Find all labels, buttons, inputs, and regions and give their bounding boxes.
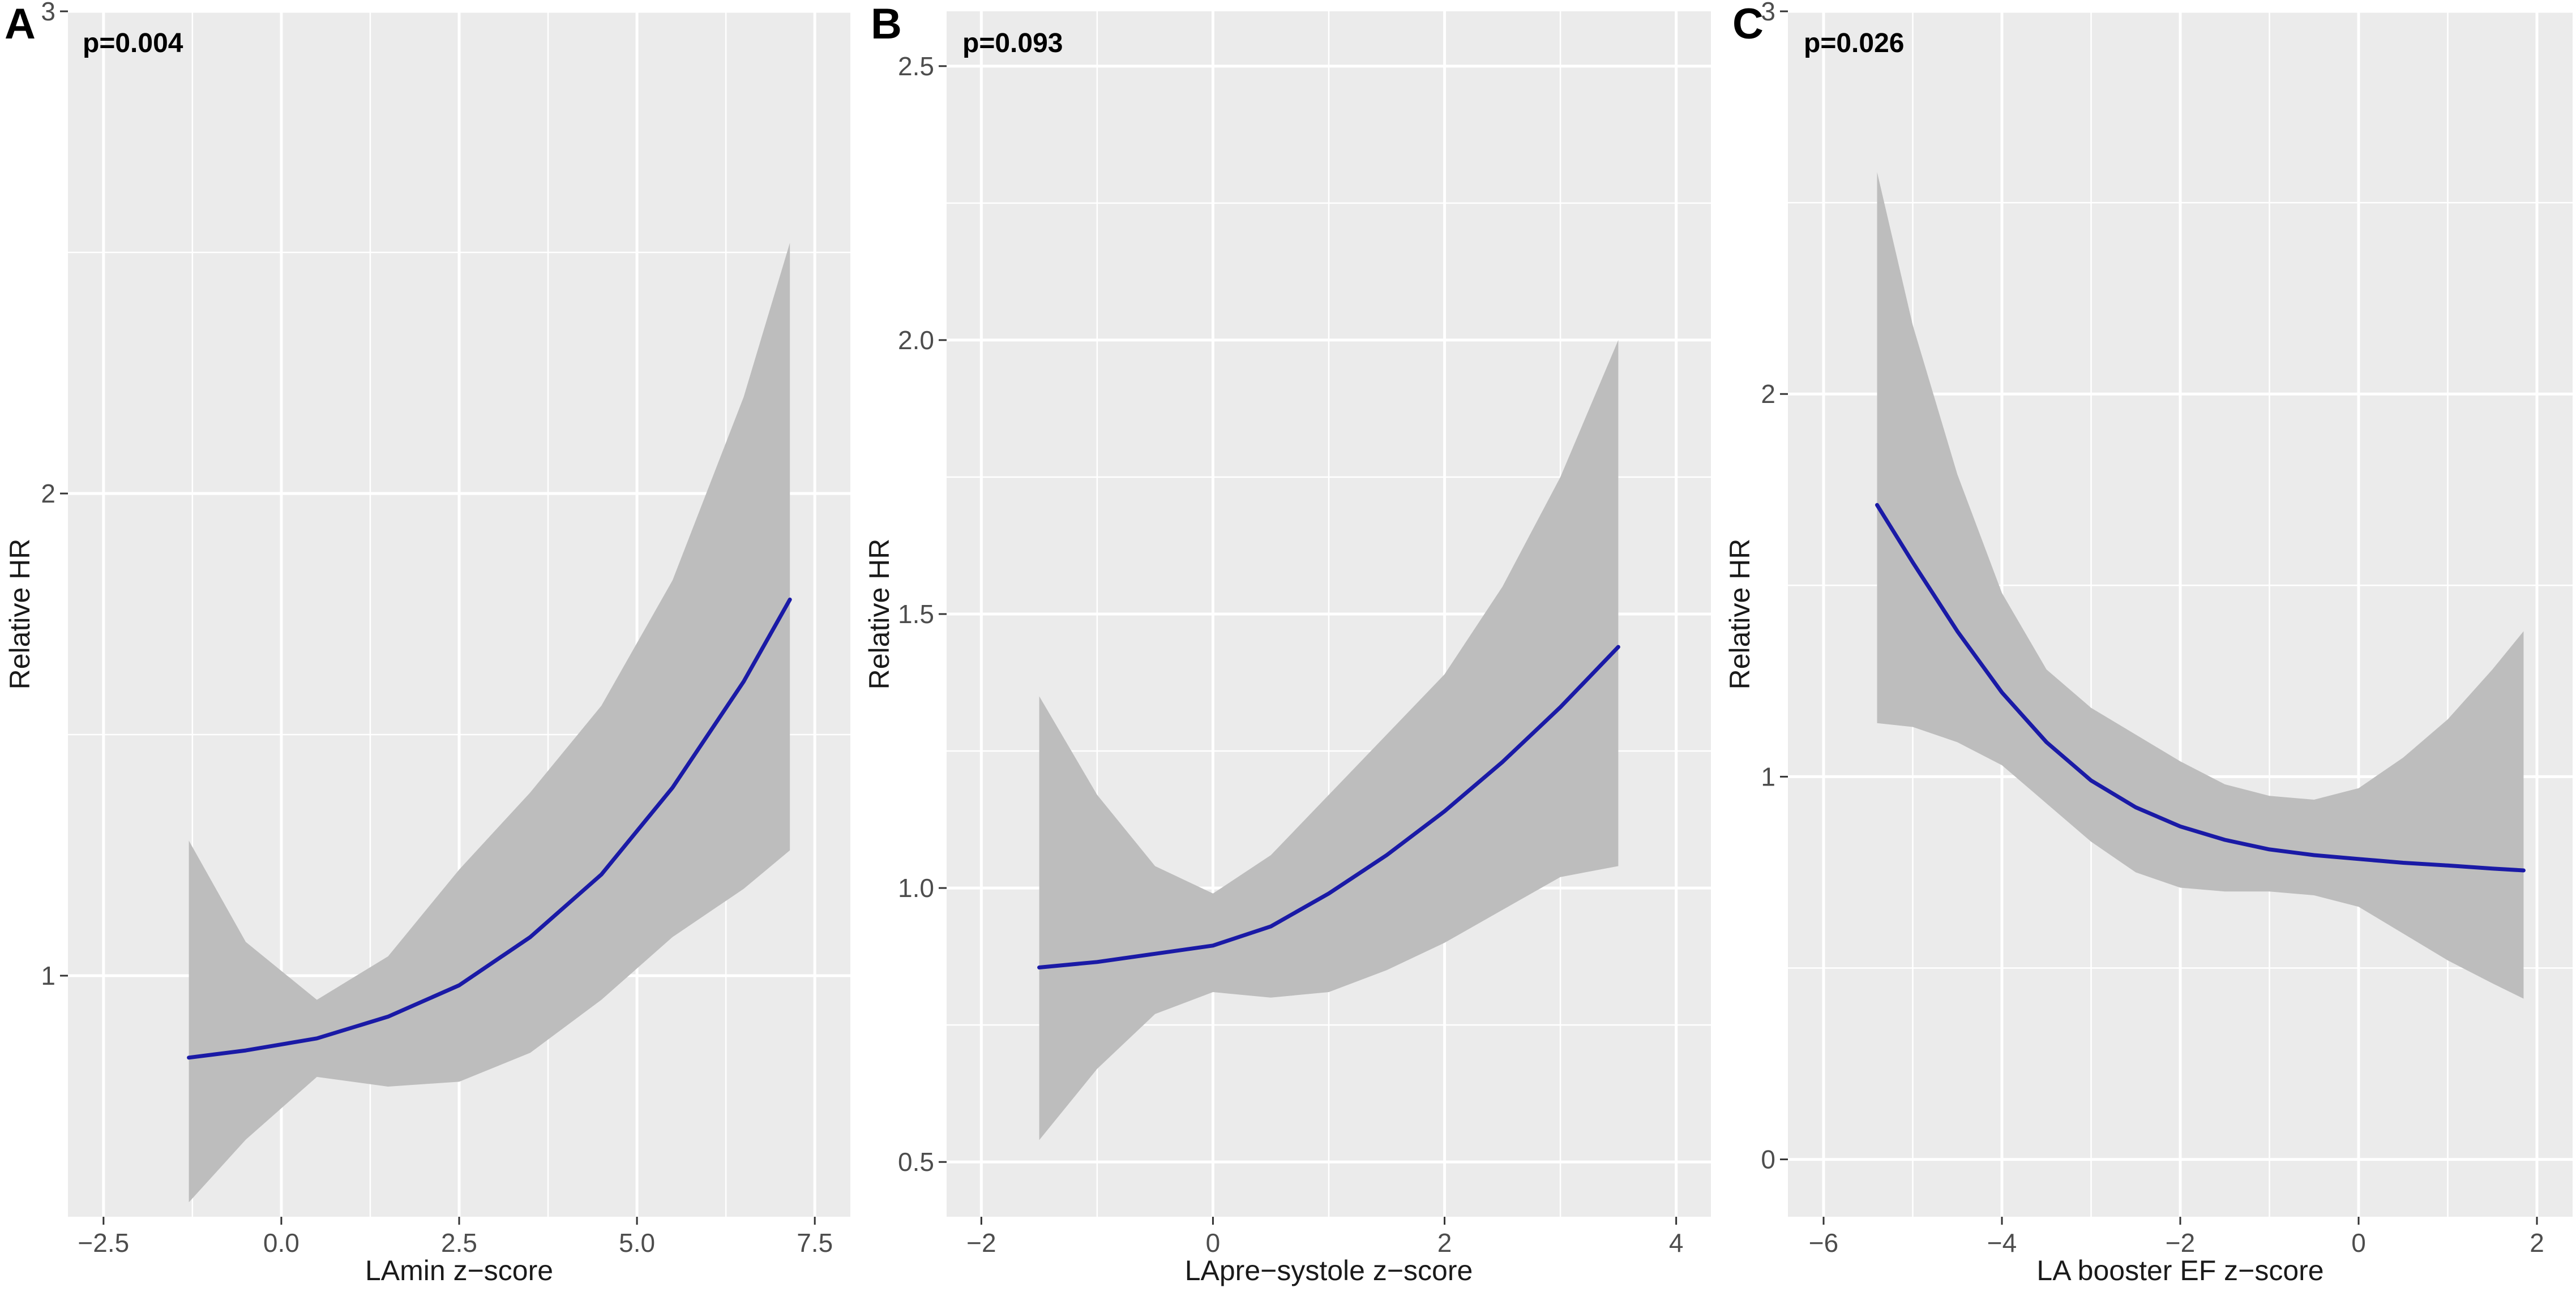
confidence-band	[1039, 340, 1619, 1140]
panel-b: B p=0.093 −2 0 2 4 0.5 1.0 1.5 2.0 2.5 LApre−sy…	[863, 0, 1711, 1286]
panel-label: B	[871, 0, 902, 48]
x-tick-label: 0	[1206, 1228, 1221, 1258]
y-axis: 1 2 3	[41, 0, 68, 990]
x-tick-label: −6	[1809, 1228, 1838, 1258]
y-tick-label: 1	[41, 961, 55, 990]
x-axis-title: LApre−systole z−score	[1185, 1255, 1473, 1286]
y-axis-title: Relative HR	[1724, 539, 1756, 690]
y-tick-label: 2.5	[898, 52, 934, 81]
x-tick-label: −4	[1987, 1228, 2017, 1258]
hr-curve	[187, 597, 792, 1060]
x-axis: −2.5 0.0 2.5 5.0 7.5	[78, 1217, 833, 1258]
p-value: p=0.026	[1804, 28, 1904, 58]
panel-a: A p=0.004 −2.5 0.0 2.5 5.0 7.5 1 2 3 LAmin z−s…	[4, 0, 850, 1286]
x-tick-label: 2.5	[441, 1228, 477, 1258]
x-tick-label: −2.5	[78, 1228, 129, 1258]
y-tick-label: 1.5	[898, 599, 934, 629]
x-tick-label: 0	[2351, 1228, 2366, 1258]
x-tick-label: 4	[1669, 1228, 1684, 1258]
y-tick-label: 1	[1761, 762, 1775, 791]
x-axis-title: LAmin z−score	[365, 1255, 553, 1286]
y-tick-label: 0.5	[898, 1147, 934, 1177]
x-tick-label: 7.5	[797, 1228, 833, 1258]
y-axis: 0 1 2 3	[1761, 0, 1788, 1174]
y-axis-title: Relative HR	[4, 539, 36, 690]
p-value: p=0.004	[83, 28, 183, 58]
y-tick-label: 2	[1761, 379, 1775, 409]
y-axis: 0.5 1.0 1.5 2.0 2.5	[898, 52, 947, 1177]
x-axis: −6 −4 −2 0 2	[1809, 1217, 2544, 1258]
y-tick-label: 0	[1761, 1145, 1775, 1174]
x-tick-label: 5.0	[619, 1228, 655, 1258]
hr-curve	[1037, 645, 1620, 969]
x-axis: −2 0 2 4	[966, 1217, 1683, 1258]
x-tick-label: −2	[966, 1228, 996, 1258]
panel-label: A	[5, 0, 36, 48]
y-axis-title: Relative HR	[863, 539, 895, 690]
x-tick-label: 2	[2530, 1228, 2544, 1258]
x-axis-title: LA booster EF z−score	[2036, 1255, 2323, 1286]
x-tick-label: 2	[1437, 1228, 1452, 1258]
x-tick-label: −2	[2166, 1228, 2195, 1258]
x-tick-label: 0.0	[263, 1228, 299, 1258]
p-value: p=0.093	[962, 28, 1063, 58]
y-tick-label: 1.0	[898, 873, 934, 903]
y-tick-label: 3	[1761, 0, 1775, 26]
y-tick-label: 2.0	[898, 325, 934, 355]
y-tick-label: 3	[41, 0, 55, 26]
y-tick-label: 2	[41, 479, 55, 508]
panel-c: C p=0.026 −6 −4 −2 0 2 0 1 2 3 LA booster EF z−…	[1724, 0, 2573, 1286]
confidence-band	[1877, 172, 2524, 999]
hr-curve	[1875, 503, 2526, 873]
confidence-band	[189, 243, 790, 1203]
panel-label: C	[1732, 0, 1764, 48]
